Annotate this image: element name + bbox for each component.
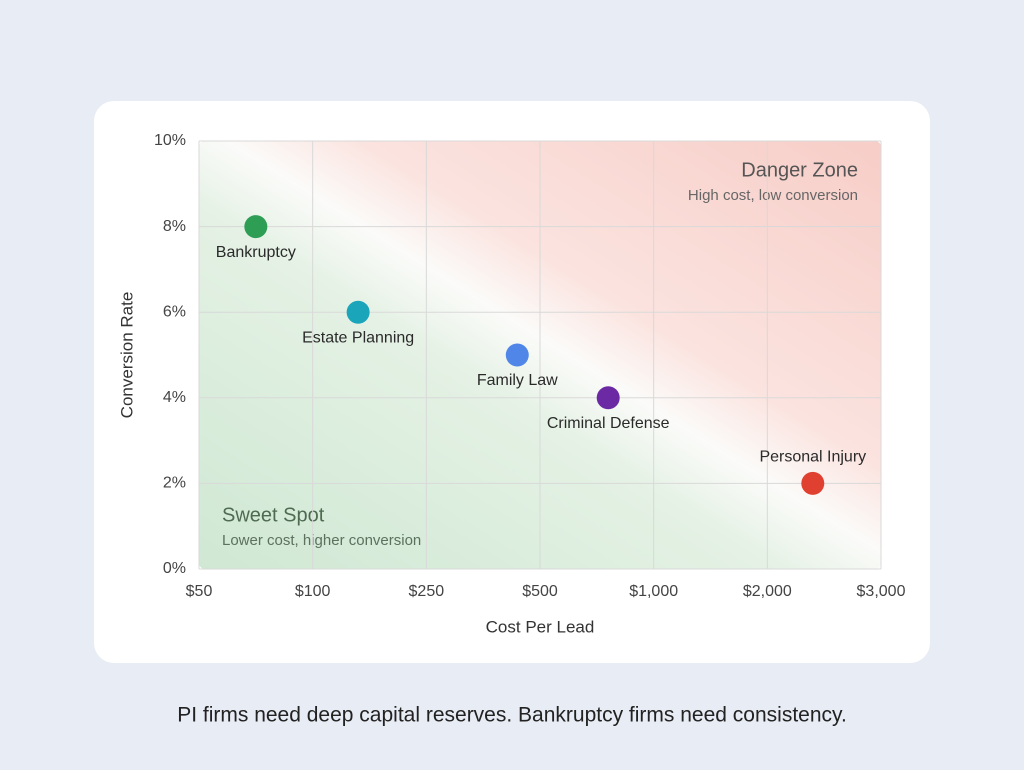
y-tick-label: 0% — [163, 560, 186, 577]
data-point — [801, 471, 825, 495]
data-point — [244, 215, 268, 239]
y-tick-label: 2% — [163, 475, 186, 492]
x-tick-label: $1,000 — [629, 583, 678, 600]
annotation-title: Danger Zone — [741, 159, 858, 181]
y-tick-label: 6% — [163, 303, 186, 320]
point-label: Personal Injury — [759, 449, 866, 466]
y-axis-label: Conversion Rate — [117, 292, 136, 419]
x-tick-label: $500 — [522, 583, 558, 600]
y-tick-label: 8% — [163, 218, 186, 235]
point-label: Estate Planning — [302, 329, 414, 346]
point-label: Bankruptcy — [216, 244, 296, 261]
annotation-title: Sweet Spot — [222, 504, 325, 526]
annotation-text: High cost, low conversion — [688, 187, 858, 204]
data-point — [346, 300, 370, 324]
y-tick-label: 10% — [154, 132, 186, 149]
point-label: Criminal Defense — [547, 415, 670, 432]
y-tick-label: 4% — [163, 389, 186, 406]
point-label: Family Law — [477, 372, 558, 389]
x-tick-label: $100 — [295, 583, 331, 600]
data-point — [596, 386, 620, 410]
x-tick-label: $2,000 — [743, 583, 792, 600]
x-tick-label: $50 — [186, 583, 213, 600]
x-tick-label: $3,000 — [857, 583, 906, 600]
caption: PI firms need deep capital reserves. Ban… — [177, 704, 847, 727]
data-point — [505, 343, 529, 367]
x-tick-label: $250 — [409, 583, 445, 600]
annotation-text: Lower cost, higher conversion — [222, 532, 421, 549]
x-axis-label: Cost Per Lead — [486, 617, 595, 636]
